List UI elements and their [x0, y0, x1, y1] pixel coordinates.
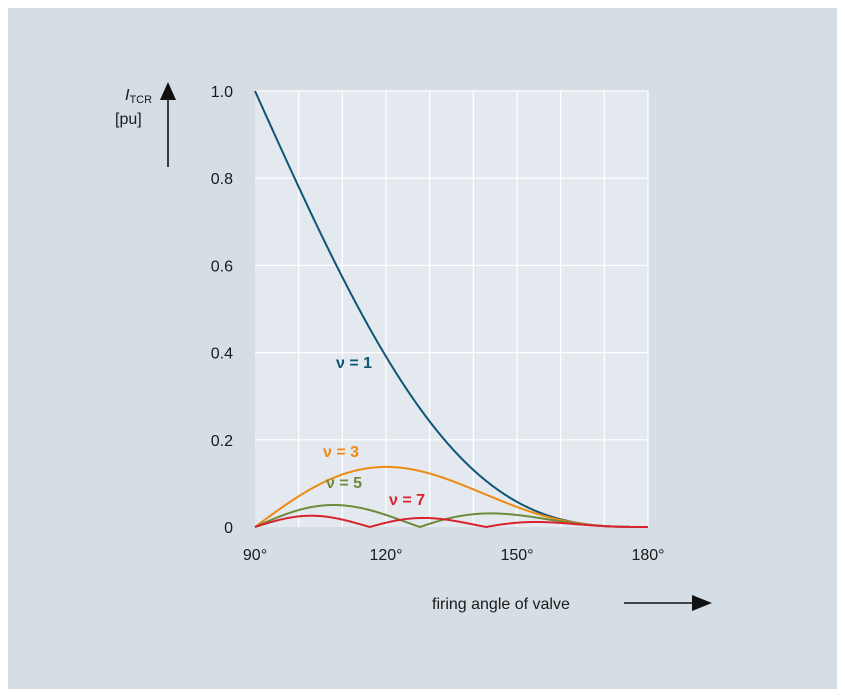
- y-tick-label: 0.4: [211, 346, 233, 363]
- series-label: ν = 1: [336, 355, 372, 372]
- x-axis-label: firing angle of valve: [432, 596, 570, 613]
- y-tick-label: 0.8: [211, 171, 233, 188]
- x-tick-label: 180°: [631, 547, 664, 564]
- series-label: ν = 3: [323, 444, 359, 461]
- chart-svg: 0 0.2 0.4 0.6 0.8 1.0 90° 120° 150° 180° ITCR [pu] f…: [115, 82, 712, 613]
- x-tick-label: 120°: [369, 547, 402, 564]
- series-line-harmonic: [254, 514, 648, 528]
- grid: [255, 90, 649, 527]
- y-axis-unit: [pu]: [115, 111, 142, 128]
- y-tick-label: 0.6: [211, 258, 233, 275]
- y-axis-label: ITCR: [125, 87, 152, 106]
- series-group: [254, 90, 648, 528]
- y-tick-label: 0.2: [211, 433, 233, 450]
- axes: 0 0.2 0.4 0.6 0.8 1.0 90° 120° 150° 180° ITCR [pu] f…: [115, 82, 712, 613]
- series-label: ν = 7: [389, 492, 425, 509]
- plot-area: [255, 91, 648, 527]
- series-label: ν = 5: [326, 475, 362, 492]
- labels-group: ν = 1 ν = 3 ν = 5 ν = 7: [323, 355, 425, 509]
- chart-figure: 0 0.2 0.4 0.6 0.8 1.0 90° 120° 150° 180° ITCR [pu] f…: [8, 8, 837, 689]
- x-axis-arrow-head: [692, 595, 712, 611]
- y-tick-label: 1.0: [211, 84, 233, 101]
- x-tick-label: 90°: [243, 547, 267, 564]
- x-tick-label: 150°: [500, 547, 533, 564]
- y-tick-label: 0: [224, 520, 233, 537]
- y-axis-arrow-head: [160, 82, 176, 100]
